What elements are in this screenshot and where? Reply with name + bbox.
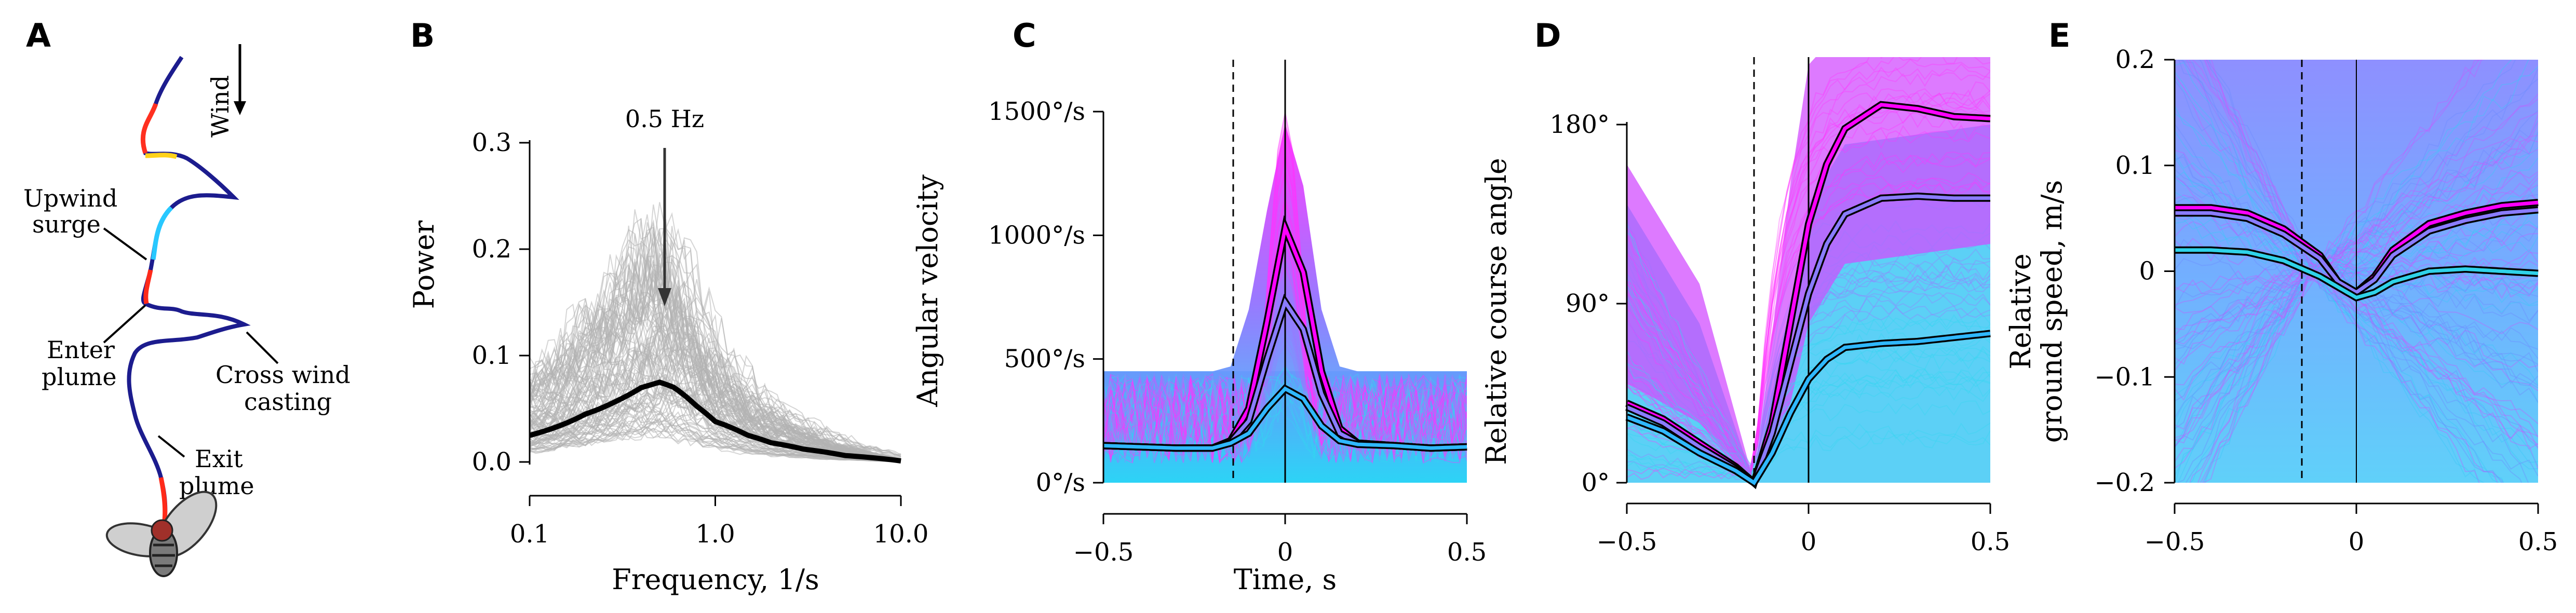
pointer-cross xyxy=(246,331,279,364)
e-x-tick-label: −0.5 xyxy=(2145,527,2205,556)
c-mean-curves xyxy=(1103,215,1467,452)
panel-label-c: C xyxy=(1013,17,1036,55)
c-x-tick-label: −0.5 xyxy=(1073,538,1134,567)
b-x-tick-label: 1.0 xyxy=(695,520,735,549)
pointer-enter xyxy=(103,304,146,344)
c-y-tick-label: 500°/s xyxy=(1004,345,1085,374)
panel-label-e: E xyxy=(2048,17,2070,55)
e-mean-curves xyxy=(2175,199,2539,302)
b-trace xyxy=(529,427,901,462)
panel-b: B 0.1 1.0 10.0 0.0 0.1 0.2 0.3 Power Frequency… xyxy=(408,17,928,596)
d-y-label: Relative course angle xyxy=(1480,158,1513,465)
e-mean-1 xyxy=(2175,208,2539,295)
d-y-tick-label: 0° xyxy=(1581,468,1610,497)
c-y-tick-label: 1500°/s xyxy=(988,97,1085,126)
label-cross: Cross wind xyxy=(215,361,350,389)
b-x-tick-label: 10.0 xyxy=(873,520,929,549)
b-annotation-arrowhead xyxy=(658,288,671,306)
c-y-label: Angular velocity xyxy=(911,174,944,407)
wind-arrowhead xyxy=(234,101,246,115)
e-ticks: −0.5 0 0.5 −0.2 −0.1 0 0.1 0.2 xyxy=(2094,45,2558,556)
e-y-tick-label: 0.1 xyxy=(2115,151,2155,180)
b-y-tick-label: 0.3 xyxy=(472,128,511,157)
trajectory-surge-segment xyxy=(151,206,173,260)
label-enter: Enter xyxy=(47,336,115,364)
e-y-label-line2: ground speed, m/s xyxy=(2035,180,2068,443)
e-y-tick-label: 0 xyxy=(2139,257,2155,286)
b-trace xyxy=(529,291,901,461)
d-ticks: −0.5 0 0.5 0° 90° 180° xyxy=(1549,110,2010,556)
d-mean-2 xyxy=(1626,332,1991,485)
label-enter-plume: plume xyxy=(42,363,117,391)
b-ticks: 0.1 1.0 10.0 0.0 0.1 0.2 0.3 xyxy=(472,128,929,549)
label-upwind: Upwind xyxy=(23,184,117,212)
e-y-tick-label: 0.2 xyxy=(2115,45,2155,74)
pointer-exit xyxy=(157,435,185,458)
d-mean-1 xyxy=(1626,194,1990,486)
e-mean-2 xyxy=(2175,248,2539,300)
b-trace xyxy=(529,219,901,456)
c-ticks: −0.5 0 0.5 0°/s 500°/s 1000°/s 1500°/s xyxy=(988,97,1487,567)
b-mean-line xyxy=(529,379,901,464)
trajectory-turn-segment xyxy=(145,153,178,159)
mean-power-spectrum xyxy=(529,379,901,464)
label-exit: Exit xyxy=(195,445,243,473)
label-surge: surge xyxy=(32,210,101,238)
e-x-tick-label: 0.5 xyxy=(2518,527,2558,556)
b-y-tick-label: 0.2 xyxy=(472,235,511,264)
e-y-tick-label: −0.2 xyxy=(2094,468,2155,497)
panel-d: D −0.5 0 0.5 0° 90° 180° Relative course angl… xyxy=(1480,17,2010,556)
d-y-tick-label: 90° xyxy=(1566,289,1610,318)
panel-a: A Wind Upwind surge Enter plume Cross wi… xyxy=(23,17,350,577)
fly-icon xyxy=(105,491,218,577)
c-x-tick-label: 0.5 xyxy=(1447,538,1487,567)
c-mean-2 xyxy=(1103,386,1467,450)
d-y-tick-label: 180° xyxy=(1549,110,1610,139)
c-y-tick-label: 1000°/s xyxy=(988,221,1085,250)
b-y-tick-label: 0.0 xyxy=(472,447,511,476)
e-y-tick-label: −0.1 xyxy=(2094,362,2155,391)
b-annotation-text: 0.5 Hz xyxy=(625,105,704,133)
panel-c: C −0.5 0 0.5 0°/s 500°/s 1000°/s 1500°/s Angul… xyxy=(911,17,1487,596)
label-casting: casting xyxy=(244,388,332,416)
wind-label: Wind xyxy=(206,75,234,138)
c-x-label: Time, s xyxy=(1234,563,1337,596)
d-x-tick-label: −0.5 xyxy=(1597,527,1657,556)
trajectory-enter-segment xyxy=(143,269,153,304)
d-mean-curves xyxy=(1625,101,1991,489)
panel-label-a: A xyxy=(26,17,51,55)
e-x-tick-label: 0 xyxy=(2349,527,2365,556)
d-x-tick-label: 0 xyxy=(1801,527,1817,556)
pointer-upwind xyxy=(103,227,147,261)
e-y-label-line1: Relative xyxy=(2004,253,2037,370)
b-y-tick-label: 0.1 xyxy=(472,341,511,370)
b-trace xyxy=(529,319,901,458)
b-x-tick-label: 0.1 xyxy=(510,520,549,549)
c-x-tick-label: 0 xyxy=(1277,538,1293,567)
c-y-tick-label: 0°/s xyxy=(1036,468,1085,497)
b-trace xyxy=(529,212,901,457)
panel-label-d: D xyxy=(1534,17,1561,55)
b-y-label: Power xyxy=(408,220,440,309)
d-x-tick-label: 0.5 xyxy=(1971,527,2010,556)
panel-label-b: B xyxy=(410,17,435,55)
trajectory-fast-segment xyxy=(140,103,158,154)
b-x-label: Frequency, 1/s xyxy=(612,563,819,596)
panel-e: E −0.5 0 0.5 −0.2 −0.1 0 0.1 0.2 Relative groun… xyxy=(2004,17,2558,556)
b-trace xyxy=(529,326,901,460)
